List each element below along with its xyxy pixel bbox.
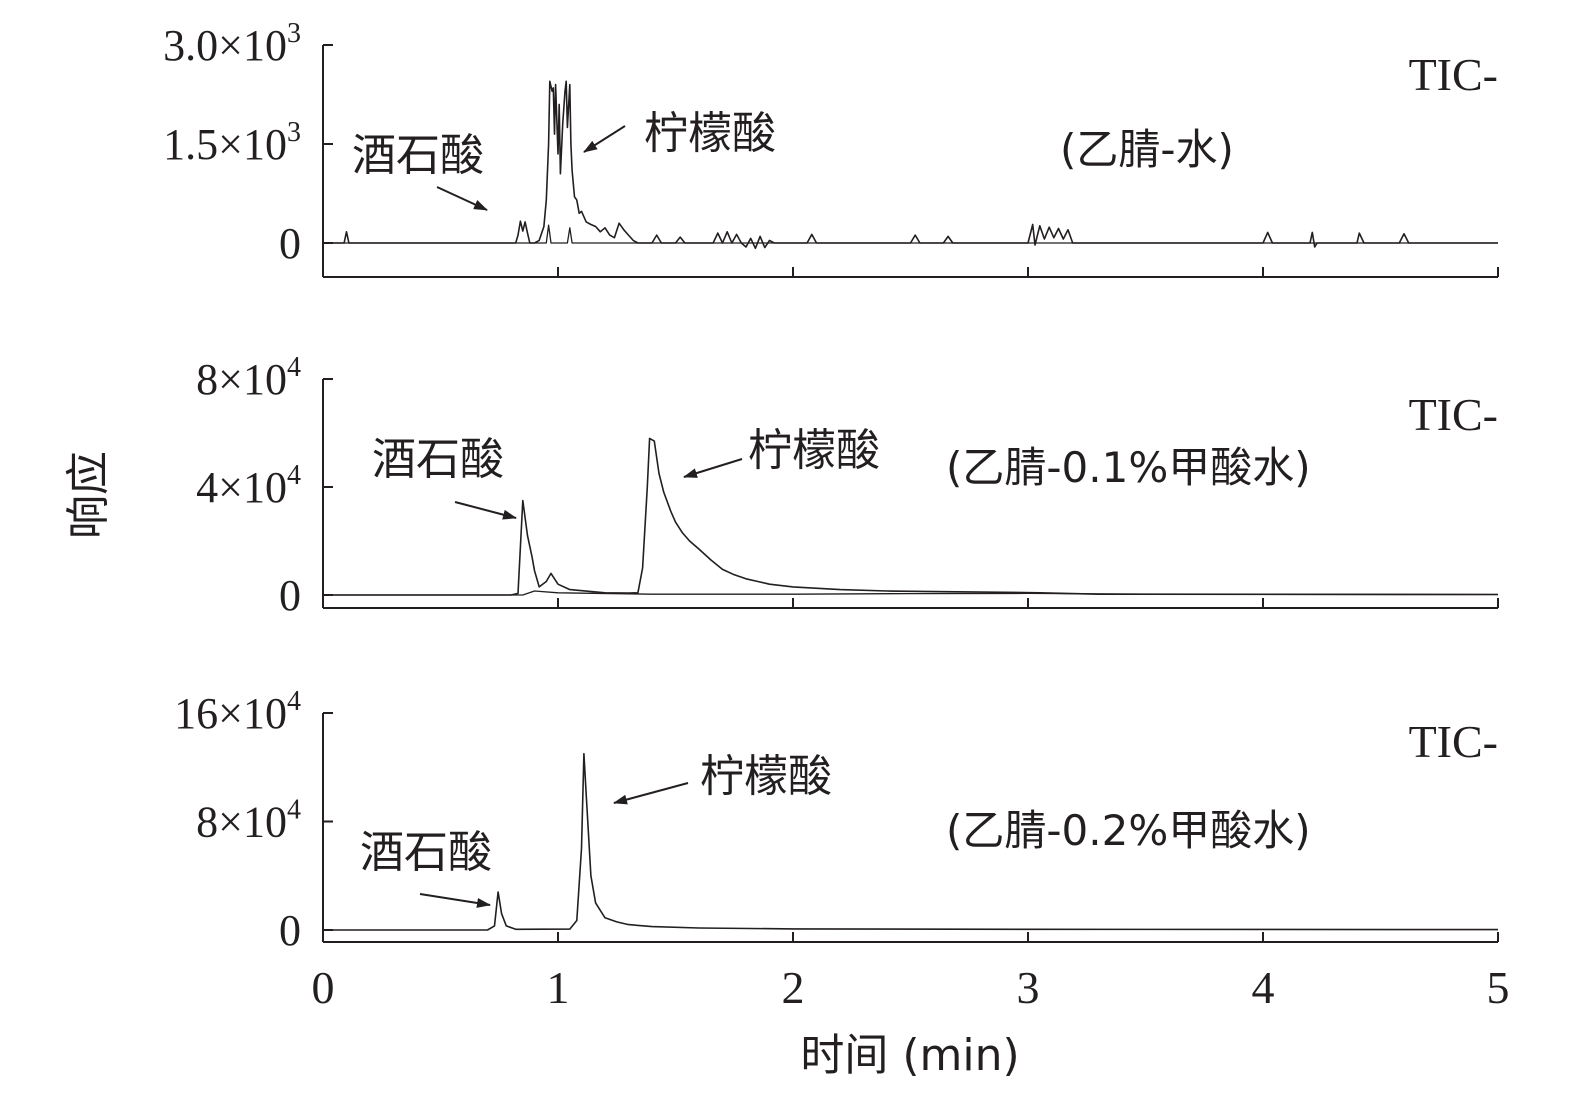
panel-3-annotation-citric: 柠檬酸 bbox=[700, 751, 832, 802]
x-tick-label: 2 bbox=[782, 962, 805, 1013]
panel-1-y-ticks: 0 1.5×103 3.0×103 bbox=[163, 18, 333, 268]
panel-3-y-tick-label: 8×104 bbox=[196, 795, 301, 847]
panel-2-y-ticks: 0 4×104 8×104 bbox=[196, 352, 333, 620]
panel-1-y-tick-label: 3.0×103 bbox=[163, 18, 301, 70]
x-tick-label: 5 bbox=[1487, 962, 1510, 1013]
panel-2-series-2-line bbox=[323, 590, 1499, 596]
panel-2-x-ticks bbox=[322, 598, 1499, 608]
panel-1-condition-label: (乙腈-水) bbox=[1060, 125, 1234, 174]
panel-2-mode-label: TIC- bbox=[1409, 389, 1498, 440]
panel-1-arrow-citric bbox=[583, 125, 626, 153]
panel-2-condition-label: (乙腈-0.1%甲酸水) bbox=[946, 443, 1311, 492]
panel-3-y-tick-label: 0 bbox=[279, 906, 301, 955]
panel-2-annotation-citric: 柠檬酸 bbox=[748, 425, 880, 476]
panel-3-arrow-citric bbox=[613, 782, 689, 805]
x-tick-label: 0 bbox=[312, 962, 335, 1013]
x-tick-label: 3 bbox=[1017, 962, 1040, 1013]
panel-2-y-tick-label: 4×104 bbox=[196, 460, 301, 512]
y-axis-label: 响应 bbox=[63, 451, 114, 539]
panel-3-arrow-tartaric bbox=[419, 893, 491, 908]
panel-3-condition-label: (乙腈-0.2%甲酸水) bbox=[946, 806, 1311, 855]
panel-3-traces bbox=[323, 752, 1499, 931]
panel-1-y-tick-label: 1.5×103 bbox=[163, 117, 301, 169]
panel-1-x-ticks bbox=[322, 267, 1499, 277]
panel-1-arrow-tartaric bbox=[436, 186, 488, 211]
panel-1-series-2-line bbox=[323, 224, 1498, 244]
panel-3-annotation-tartaric: 酒石酸 bbox=[360, 827, 492, 878]
panel-2-y-tick-label: 8×104 bbox=[196, 352, 301, 404]
panel-3-y-ticks: 0 8×104 16×104 bbox=[174, 686, 333, 955]
x-axis-label: 时间 (min) bbox=[800, 1030, 1019, 1081]
panel-2: 0 4×104 8×104 TIC- (乙腈-0.1%甲酸水) 酒石酸 柠檬酸 bbox=[196, 352, 1499, 620]
panel-3-series-1-line bbox=[323, 752, 1499, 931]
panel-2-series-1-line bbox=[323, 437, 1499, 596]
panel-1-y-tick-label: 0 bbox=[279, 219, 301, 268]
panel-2-y-tick-label: 0 bbox=[279, 571, 301, 620]
panel-3-x-ticks bbox=[322, 932, 1499, 942]
panel-1: 0 1.5×103 3.0×103 TIC- (乙腈-水) 酒石酸 柠檬酸 bbox=[163, 18, 1499, 278]
panel-2-traces bbox=[323, 437, 1499, 596]
panel-2-arrow-citric bbox=[683, 458, 743, 478]
panel-1-traces bbox=[323, 80, 1498, 250]
x-tick-label: 1 bbox=[547, 962, 570, 1013]
panel-3: 0 8×104 16×104 TIC- (乙腈-0.2%甲酸水) 酒石酸 柠檬酸 bbox=[174, 686, 1499, 955]
panel-1-mode-label: TIC- bbox=[1409, 49, 1498, 100]
panel-2-arrow-tartaric bbox=[454, 501, 517, 520]
panel-2-annotation-tartaric: 酒石酸 bbox=[372, 434, 504, 485]
panel-3-mode-label: TIC- bbox=[1409, 716, 1498, 767]
panel-3-y-tick-label: 16×104 bbox=[174, 686, 301, 738]
x-tick-label: 4 bbox=[1252, 962, 1275, 1013]
panel-1-annotation-tartaric: 酒石酸 bbox=[352, 130, 484, 181]
panel-1-annotation-citric: 柠檬酸 bbox=[644, 108, 776, 159]
x-tick-labels: 0 1 2 3 4 5 bbox=[312, 962, 1510, 1013]
panel-1-series-1-line bbox=[323, 80, 1498, 250]
